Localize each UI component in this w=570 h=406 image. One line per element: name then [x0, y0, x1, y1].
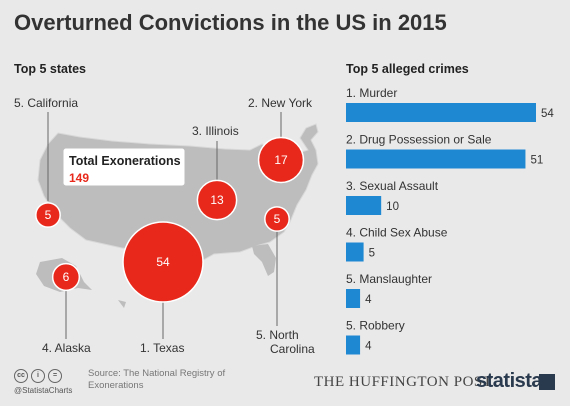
bar-value: 54	[541, 108, 554, 120]
bubble-value-alaska: 6	[63, 270, 70, 284]
chart-title: Overturned Convictions in the US in 2015	[14, 10, 447, 35]
state-label-illinois: 3. Illinois	[192, 124, 239, 138]
bar-label: 5. Manslaughter	[346, 272, 432, 286]
cc-icon: cc	[14, 369, 28, 383]
bar-value: 4	[365, 341, 372, 353]
bar-value: 4	[365, 294, 372, 306]
total-box	[62, 147, 186, 187]
bubble-value-north-carolina: 5	[274, 212, 281, 226]
nd-icon: =	[48, 369, 62, 383]
bubble-value-illinois: 13	[210, 193, 224, 207]
statista-logo-icon	[539, 374, 555, 390]
bar	[346, 103, 536, 122]
huffington-post-logo: THE HUFFINGTON POST	[314, 374, 493, 390]
state-label-california: 5. California	[14, 96, 78, 110]
bubble-new-york	[257, 136, 305, 184]
bar	[346, 335, 361, 355]
statista-handle: @StatistaCharts	[14, 386, 73, 395]
florida-map-shape	[252, 244, 276, 276]
bar-value: 51	[530, 155, 543, 167]
bubble-value-texas: 54	[156, 255, 170, 269]
total-value: 149	[69, 171, 89, 185]
bar	[346, 289, 361, 308]
footer: cc i = @StatistaCharts Source: The Natio…	[0, 364, 570, 406]
bar-value: 10	[386, 201, 399, 213]
bar	[346, 196, 382, 215]
bar	[346, 242, 364, 262]
hawaii-map-shape	[118, 300, 126, 308]
license-icons: cc i =	[14, 369, 62, 383]
bar-label: 1. Murder	[346, 86, 397, 100]
bubble-texas	[122, 221, 204, 303]
bar-label: 5. Robbery	[346, 319, 405, 333]
states-section-title: Top 5 states	[14, 62, 87, 76]
state-label-new-york: 2. New York	[248, 96, 313, 110]
statista-logo-text: statista	[476, 370, 543, 392]
bar-label: 2. Drug Possession or Sale	[346, 133, 492, 147]
crimes-section-title: Top 5 alleged crimes	[346, 62, 469, 76]
bar-value: 5	[369, 248, 375, 260]
state-label-texas: 1. Texas	[140, 341, 184, 355]
bar-label: 4. Child Sex Abuse	[346, 226, 448, 240]
state-label-north-carolina: 5. North Carolina	[256, 328, 315, 356]
bubble-value-new-york: 17	[274, 153, 288, 167]
bar-label: 3. Sexual Assault	[346, 179, 439, 193]
total-label: Total Exonerations	[69, 154, 181, 168]
bubble-alaska	[51, 262, 81, 292]
by-icon: i	[31, 369, 45, 383]
bubble-value-california: 5	[45, 208, 52, 222]
bar	[346, 149, 526, 169]
state-label-alaska: 4. Alaska	[42, 341, 91, 355]
bubble-illinois	[196, 179, 238, 221]
bubble-california	[35, 202, 61, 228]
source-note: Source: The National Registry of Exonera…	[88, 368, 226, 391]
bubble-north-carolina	[264, 206, 290, 232]
